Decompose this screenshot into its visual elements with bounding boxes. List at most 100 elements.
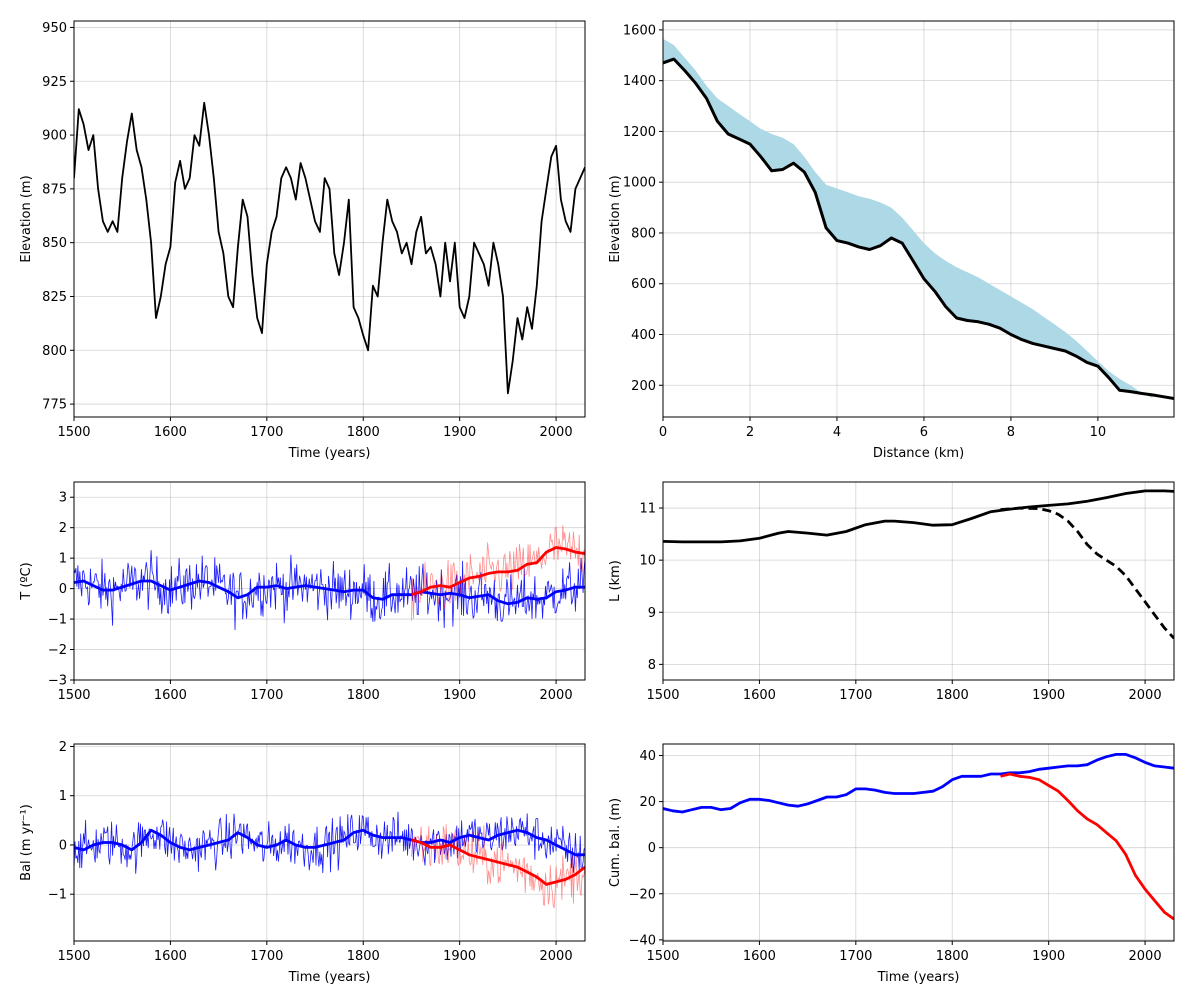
y-tick-label: −3 bbox=[48, 674, 67, 689]
x-tick-label: 6 bbox=[920, 425, 928, 440]
y-tick-label: 0 bbox=[59, 838, 67, 853]
red-smooth-series bbox=[411, 838, 585, 886]
x-tick-label: 1500 bbox=[57, 949, 90, 964]
y-tick-label: −40 bbox=[629, 933, 656, 948]
y-axis-label: L (km) bbox=[608, 560, 623, 602]
x-tick-label: 4 bbox=[833, 425, 841, 440]
x-tick-label: 1800 bbox=[347, 688, 380, 703]
y-tick-label: 1400 bbox=[623, 74, 656, 89]
grid bbox=[662, 744, 1174, 941]
y-axis-label: Cum. bal. (m) bbox=[608, 798, 623, 887]
x-tick-label: 1900 bbox=[1032, 949, 1065, 964]
blue-annual-series bbox=[74, 550, 585, 631]
plot-area bbox=[663, 38, 1174, 400]
y-tick-label: 1000 bbox=[623, 176, 656, 191]
axes-frame bbox=[73, 481, 586, 681]
x-tick-label: 0 bbox=[659, 425, 667, 440]
chart-temperature: 1500 1600 1700 1800 1900 2000 −3 −2 −1 0 1 2 3 T (ºC) bbox=[19, 481, 586, 703]
y-tick-label: 400 bbox=[631, 328, 656, 343]
x-tick-label: 2000 bbox=[540, 688, 573, 703]
grid bbox=[662, 482, 1174, 680]
grid bbox=[662, 21, 1174, 417]
x-tick-label: 1500 bbox=[646, 949, 679, 964]
plot-area bbox=[74, 525, 585, 631]
y-tick-label: 0 bbox=[648, 841, 656, 856]
axes-frame bbox=[73, 20, 586, 418]
plot-area bbox=[663, 753, 1174, 921]
y-tick-label: 950 bbox=[42, 21, 67, 36]
x-tick-label: 1900 bbox=[443, 425, 476, 440]
y-tick-label: 800 bbox=[42, 344, 67, 359]
y-tick-label: 900 bbox=[42, 129, 67, 144]
x-tick-label: 1600 bbox=[154, 688, 187, 703]
y-tick-label: 0 bbox=[59, 582, 67, 597]
y-tick-label: 20 bbox=[639, 795, 656, 810]
x-axis-label: Distance (km) bbox=[873, 446, 964, 461]
x-tick-label: 10 bbox=[1090, 425, 1107, 440]
x-tick-label: 1500 bbox=[646, 688, 679, 703]
red-solid-series bbox=[1000, 772, 1174, 921]
y-tick-label: 9 bbox=[648, 606, 656, 621]
x-tick-label: 2000 bbox=[1129, 688, 1162, 703]
red-annual-series bbox=[411, 525, 585, 621]
x-tick-label: 2000 bbox=[540, 425, 573, 440]
red-smooth-series bbox=[411, 546, 585, 597]
black-line-series bbox=[74, 101, 585, 395]
y-tick-label: 850 bbox=[42, 236, 67, 251]
blue-solid-series bbox=[663, 753, 1174, 814]
plot-area bbox=[74, 101, 585, 395]
y-tick-label: 2 bbox=[59, 521, 67, 536]
x-tick-label: 1600 bbox=[154, 425, 187, 440]
plot-area bbox=[663, 489, 1174, 640]
x-axis-label: Time (years) bbox=[288, 970, 371, 985]
x-tick-label: 1700 bbox=[839, 949, 872, 964]
x-tick-label: 2000 bbox=[1129, 949, 1162, 964]
x-tick-label: 2 bbox=[746, 425, 754, 440]
y-tick-label: 800 bbox=[631, 226, 656, 241]
y-axis-label: T (ºC) bbox=[19, 562, 34, 600]
ice-surface-fill bbox=[663, 38, 1153, 399]
x-tick-label: 1900 bbox=[443, 949, 476, 964]
y-tick-label: 40 bbox=[639, 749, 656, 764]
plot-area bbox=[74, 811, 585, 909]
y-tick-label: 825 bbox=[42, 290, 67, 305]
y-tick-label: 8 bbox=[648, 658, 656, 673]
axes-frame bbox=[662, 743, 1175, 942]
blue-smooth-series bbox=[74, 579, 585, 606]
grid bbox=[73, 21, 585, 417]
x-tick-label: 1800 bbox=[347, 949, 380, 964]
x-tick-label: 1800 bbox=[936, 688, 969, 703]
y-tick-label: 775 bbox=[42, 398, 67, 413]
x-tick-label: 1800 bbox=[347, 425, 380, 440]
y-tick-label: −1 bbox=[48, 613, 67, 628]
y-tick-label: −1 bbox=[48, 888, 67, 903]
black-solid-series bbox=[663, 489, 1174, 544]
x-tick-label: 1700 bbox=[839, 688, 872, 703]
y-tick-label: 1200 bbox=[623, 125, 656, 140]
y-axis-label: Elevation (m) bbox=[608, 175, 623, 262]
x-axis-label: Time (years) bbox=[877, 970, 960, 985]
chart-elevation-time: 1500 1600 1700 1800 1900 2000 775 800 825 850 875 9… bbox=[19, 20, 586, 461]
chart-cumulative-balance: 1500 1600 1700 1800 1900 2000 −40 −20 0 20 40 Time … bbox=[608, 743, 1175, 985]
y-tick-label: 2 bbox=[59, 740, 67, 755]
x-tick-label: 1700 bbox=[250, 425, 283, 440]
y-axis-label: Elevation (m) bbox=[19, 175, 34, 262]
x-tick-label: 1600 bbox=[743, 688, 776, 703]
x-axis-label: Time (years) bbox=[288, 446, 371, 461]
x-tick-label: 8 bbox=[1007, 425, 1015, 440]
y-tick-label: 1 bbox=[59, 789, 67, 804]
x-tick-label: 1600 bbox=[154, 949, 187, 964]
chart-length: 1500 1600 1700 1800 1900 2000 8 9 10 11 L (km) bbox=[608, 481, 1175, 703]
blue-smooth-series bbox=[74, 828, 585, 857]
x-tick-label: 1500 bbox=[57, 425, 90, 440]
x-tick-label: 1800 bbox=[936, 949, 969, 964]
x-tick-label: 1600 bbox=[743, 949, 776, 964]
y-tick-label: 10 bbox=[639, 554, 656, 569]
y-tick-label: 600 bbox=[631, 277, 656, 292]
red-annual-series bbox=[411, 824, 585, 909]
x-tick-label: 1700 bbox=[250, 949, 283, 964]
x-tick-label: 2000 bbox=[540, 949, 573, 964]
axes-frame bbox=[662, 481, 1175, 681]
chart-profile: 0 2 4 6 8 10 200 400 600 800 1000 1200 1400 1600 Dista… bbox=[608, 20, 1175, 461]
y-axis-label: Bal (m yr⁻¹) bbox=[19, 804, 34, 881]
